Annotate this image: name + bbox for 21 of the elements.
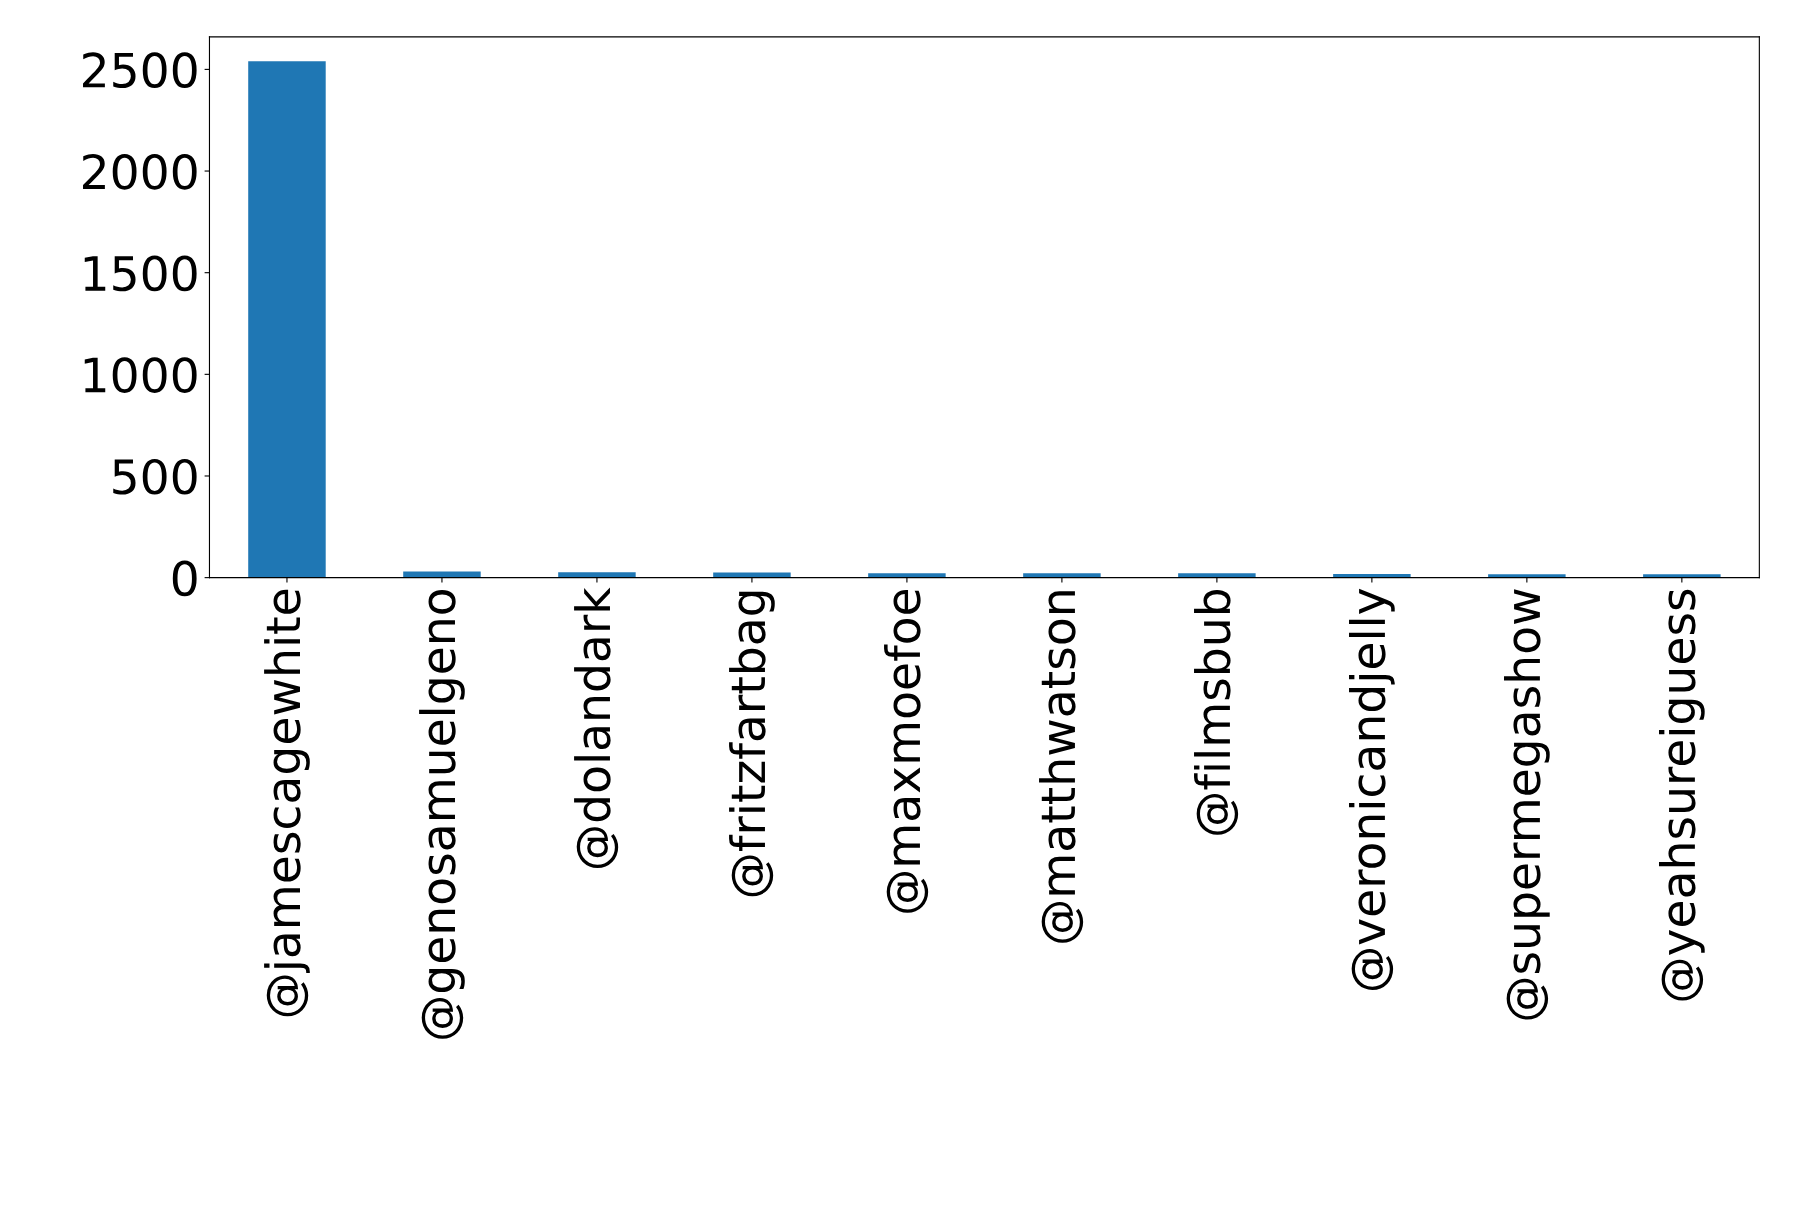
y-tick-label: 500	[113, 458, 197, 495]
x-tick-label: @maxmoefoe	[884, 589, 929, 913]
y-tick-label: 2000	[83, 153, 197, 190]
x-tick-label: @supermegashow	[1504, 589, 1550, 1020]
x-tick-label: @yeahsureiguess	[1659, 589, 1705, 1001]
bar	[1023, 573, 1101, 578]
bar	[868, 573, 946, 578]
x-tick-label: @genosamuelgeno	[419, 589, 465, 1039]
x-tick-label: @matthwatson	[1039, 591, 1084, 943]
bar	[1178, 573, 1256, 578]
bar	[558, 572, 636, 578]
y-tick-label: 1000	[84, 357, 197, 393]
bar	[248, 61, 326, 578]
x-tick-label: @jamescagewhite	[264, 589, 310, 1017]
x-tick-label: @veronicandjelly	[1349, 588, 1395, 990]
y-tick-label: 0	[172, 560, 197, 597]
x-tick-label: @filmsbub	[1194, 589, 1239, 835]
y-tick-label: 2500	[83, 52, 197, 89]
x-tick-label: @dolandark	[574, 587, 619, 868]
x-tick-label: @fritzfartbag	[729, 591, 775, 897]
y-tick-label: 1500	[84, 255, 197, 292]
